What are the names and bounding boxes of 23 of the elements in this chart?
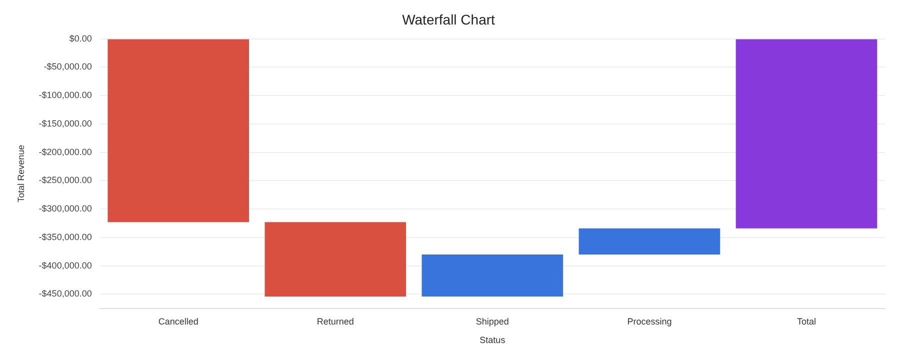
y-tick-label: -$150,000.00 xyxy=(38,118,92,128)
y-tick-label: -$350,000.00 xyxy=(38,232,92,242)
bar xyxy=(108,39,250,222)
x-tick-label: Shipped xyxy=(476,316,509,326)
x-tick-label: Cancelled xyxy=(158,316,198,326)
bar xyxy=(422,254,564,296)
y-tick-label: -$400,000.00 xyxy=(38,260,92,270)
y-tick-label: -$450,000.00 xyxy=(38,288,92,299)
y-tick-label: $0.00 xyxy=(69,33,92,44)
chart-title: Waterfall Chart xyxy=(402,11,496,28)
x-tick-label: Processing xyxy=(627,316,672,326)
y-tick-label: -$250,000.00 xyxy=(38,175,92,186)
bar xyxy=(264,222,406,296)
y-tick-label: -$300,000.00 xyxy=(38,204,92,214)
x-axis-title: Status xyxy=(480,335,506,346)
y-tick-label: -$100,000.00 xyxy=(38,90,92,100)
x-tick-label: Returned xyxy=(316,316,354,326)
y-tick-label: -$50,000.00 xyxy=(44,62,92,72)
y-tick-label: -$200,000.00 xyxy=(38,146,92,157)
bar xyxy=(736,39,878,228)
y-axis-title: Total Revenue xyxy=(16,144,26,202)
x-tick-label: Total xyxy=(796,316,816,326)
bar xyxy=(578,228,720,254)
